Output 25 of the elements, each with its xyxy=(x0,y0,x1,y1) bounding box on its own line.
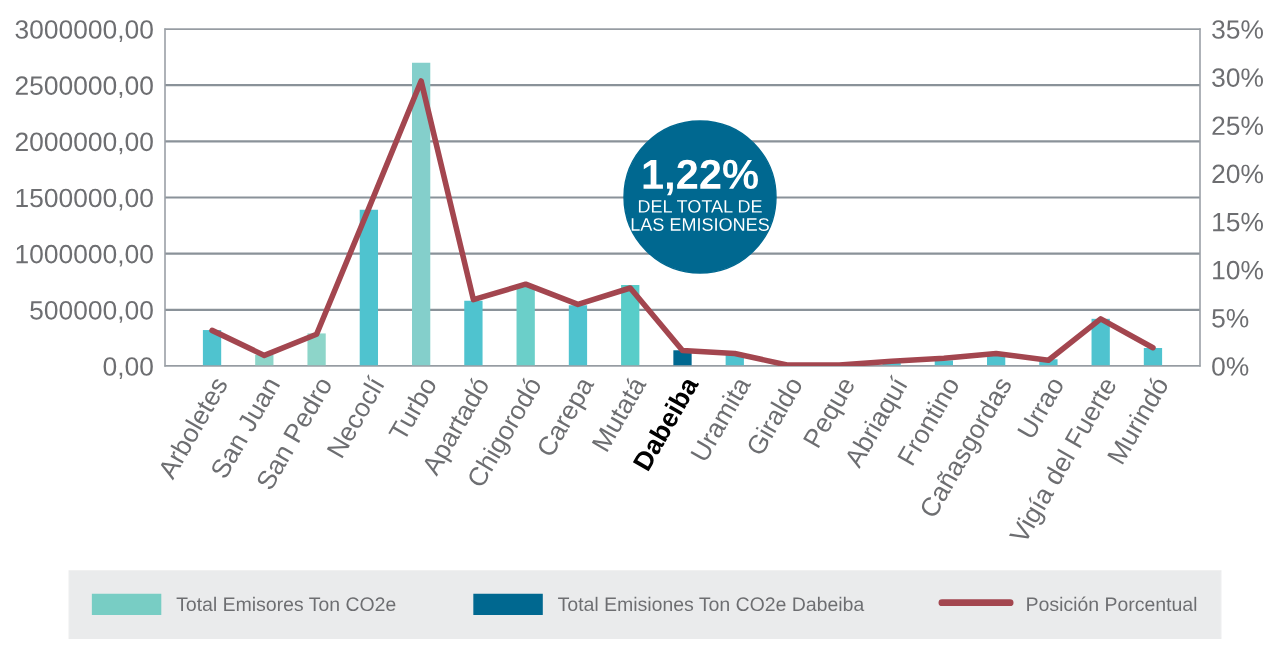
bar xyxy=(359,209,379,366)
y-tick-label: 500000,00 xyxy=(30,300,153,323)
y2-tick-label: 15% xyxy=(1213,212,1263,232)
y-tick-label: 1000000,00 xyxy=(16,244,153,267)
annotation: 1,22% xyxy=(643,159,758,196)
bar xyxy=(516,285,535,366)
y2-tick-label: 35% xyxy=(1212,20,1263,39)
y-tick-label: 0,00 xyxy=(103,357,153,379)
y-tick-label: 1500000,00 xyxy=(16,188,153,211)
bar xyxy=(568,305,588,366)
legend-label: Posición Porcentual xyxy=(1027,596,1197,612)
y2-tick-label: 30% xyxy=(1212,68,1263,87)
bar xyxy=(411,62,431,366)
annotation: DEL TOTAL DE LAS EMISIONES xyxy=(631,199,769,231)
legend-label: Total Emisores Ton CO2e xyxy=(176,596,396,612)
y-tick-label: 3000000,00 xyxy=(15,20,153,42)
y-tick-label: 2500000,00 xyxy=(15,76,153,99)
y2-tick-label: 10% xyxy=(1213,260,1263,280)
y-tick-label: 2000000,00 xyxy=(15,132,153,155)
bar xyxy=(464,300,483,366)
legend-label: Total Emisiones Ton CO2e Dabeiba xyxy=(558,596,865,612)
y2-tick-label: 0% xyxy=(1212,357,1249,376)
y2-tick-label: 20% xyxy=(1212,164,1263,184)
y2-tick-label: 5% xyxy=(1212,309,1249,328)
y2-tick-label: 25% xyxy=(1212,116,1263,136)
